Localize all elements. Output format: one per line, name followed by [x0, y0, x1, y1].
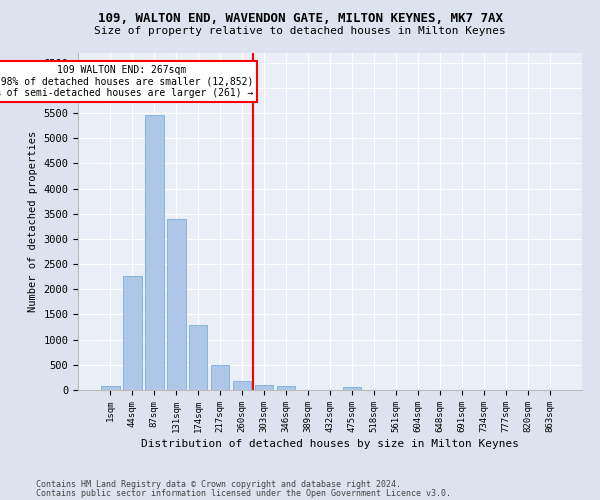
- Bar: [145, 116, 164, 390]
- Text: Contains HM Land Registry data © Crown copyright and database right 2024.: Contains HM Land Registry data © Crown c…: [36, 480, 401, 489]
- Bar: [255, 385, 274, 390]
- Y-axis label: Number of detached properties: Number of detached properties: [28, 130, 38, 312]
- Bar: [211, 366, 229, 390]
- Bar: [189, 324, 208, 390]
- Bar: [233, 382, 251, 390]
- Bar: [277, 386, 295, 390]
- X-axis label: Distribution of detached houses by size in Milton Keynes: Distribution of detached houses by size …: [141, 439, 519, 449]
- Bar: [123, 276, 142, 390]
- Text: 109, WALTON END, WAVENDON GATE, MILTON KEYNES, MK7 7AX: 109, WALTON END, WAVENDON GATE, MILTON K…: [97, 12, 503, 26]
- Text: 109 WALTON END: 267sqm
← 98% of detached houses are smaller (12,852)
2% of semi-: 109 WALTON END: 267sqm ← 98% of detached…: [0, 65, 253, 98]
- Text: Contains public sector information licensed under the Open Government Licence v3: Contains public sector information licen…: [36, 490, 451, 498]
- Bar: [101, 386, 119, 390]
- Bar: [343, 386, 361, 390]
- Text: Size of property relative to detached houses in Milton Keynes: Size of property relative to detached ho…: [94, 26, 506, 36]
- Bar: [167, 219, 185, 390]
